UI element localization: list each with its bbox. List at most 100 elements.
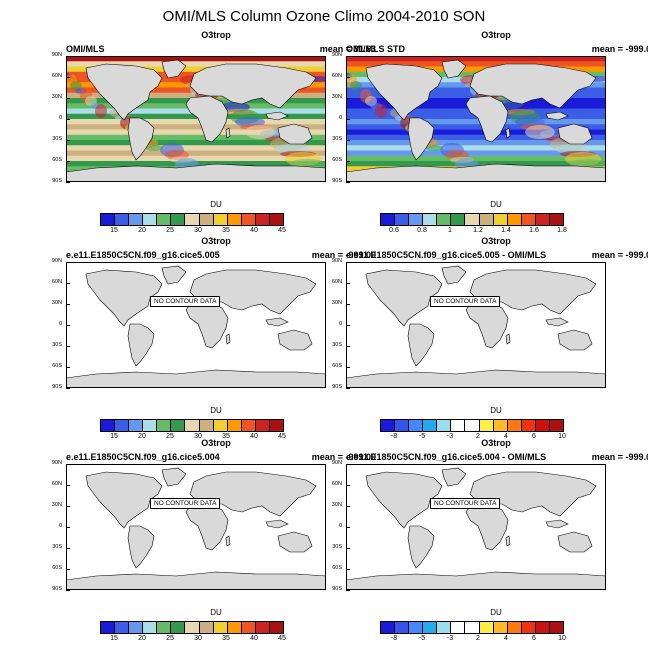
- colorbar-unit: DU: [210, 608, 222, 617]
- lat-tick-label: 30S: [332, 342, 342, 348]
- lat-tick: [346, 98, 350, 99]
- lat-tick: [66, 182, 70, 183]
- colorbar-swatch: [255, 622, 270, 633]
- colorbar-tick-label: 15: [110, 635, 118, 642]
- lat-tick-label: 30N: [51, 300, 62, 306]
- colorbar-swatch: [185, 420, 200, 431]
- lat-tick-label: 90N: [331, 460, 342, 466]
- colorbar-swatch: [507, 622, 522, 633]
- colorbar: [100, 213, 284, 226]
- colorbar-swatch: [423, 420, 438, 431]
- lat-tick: [346, 119, 350, 120]
- colorbar-tick-label: 45: [278, 635, 286, 642]
- colorbar-swatch: [143, 214, 158, 225]
- panel-mean-label: mean = -999.00: [591, 44, 648, 54]
- lat-tick: [66, 569, 70, 570]
- lat-tick-label: 30N: [51, 502, 62, 508]
- world-map: [66, 265, 326, 388]
- lat-tick-label: 60S: [332, 363, 342, 369]
- colorbar-swatch: [381, 622, 396, 633]
- lat-tick: [346, 388, 350, 389]
- lat-tick: [346, 527, 350, 528]
- lat-tick: [66, 464, 70, 465]
- colorbar-swatch: [521, 214, 536, 225]
- colorbar-tick-label: 1.8: [557, 227, 567, 234]
- lat-tick-label: 30N: [51, 94, 62, 100]
- colorbar-tick-label: 0.8: [417, 227, 427, 234]
- ozone-field-patch: [525, 125, 555, 139]
- lat-tick-label: 30S: [332, 136, 342, 142]
- colorbar-swatch: [157, 420, 172, 431]
- colorbar-swatch: [423, 622, 438, 633]
- lat-tick: [66, 304, 70, 305]
- map-plot: [346, 262, 606, 388]
- lat-tick-label: 60S: [52, 565, 62, 571]
- lat-tick-label: 90S: [332, 178, 342, 184]
- world-map: [66, 467, 326, 590]
- colorbar-swatch: [199, 622, 214, 633]
- colorbar-swatch: [227, 420, 242, 431]
- colorbar-swatch: [185, 214, 200, 225]
- lat-tick-label: 90S: [332, 384, 342, 390]
- lat-tick-label: 30S: [52, 544, 62, 550]
- lat-tick: [66, 506, 70, 507]
- colorbar-swatch: [479, 622, 494, 633]
- continents: [346, 265, 606, 388]
- lat-tick: [346, 56, 350, 57]
- map-panel-5: O3trop e.e11.E1850C5CN.f09_g16.cice5.004 m…: [52, 438, 376, 648]
- colorbar-swatch: [507, 214, 522, 225]
- colorbar-tick-label: 30: [194, 433, 202, 440]
- lat-tick-label: 90S: [52, 586, 62, 592]
- colorbar-swatch: [381, 420, 396, 431]
- lat-tick: [346, 485, 350, 486]
- ozone-field-band: [346, 129, 606, 136]
- lat-tick-label: 0: [338, 523, 342, 529]
- ozone-field-patch: [375, 104, 387, 118]
- world-map: [346, 56, 606, 182]
- continents: [66, 265, 326, 388]
- no-contour-data-label: NO CONTOUR DATA: [430, 296, 501, 307]
- colorbar-swatch: [171, 420, 186, 431]
- colorbar-swatch: [199, 214, 214, 225]
- lat-tick: [346, 590, 350, 591]
- lat-tick: [66, 548, 70, 549]
- colorbar-swatch: [409, 420, 424, 431]
- world-map: [346, 265, 606, 388]
- map-panel-4: O3trop e.e11.E1850C5CN.f09_g16.cice5.005 …: [332, 236, 648, 446]
- panel-title: O3trop: [481, 30, 511, 40]
- colorbar-tick-label: 45: [278, 227, 286, 234]
- colorbar-tick-label: -8: [390, 635, 398, 642]
- panel-mean-label: mean = -999.00: [311, 452, 376, 462]
- ozone-field-band: [346, 155, 606, 162]
- lat-tick-label: 60S: [332, 157, 342, 163]
- colorbar-tick-label: 35: [222, 227, 230, 234]
- colorbar-tick-label: 2: [476, 433, 480, 440]
- lat-tick: [346, 548, 350, 549]
- lat-tick-label: 60N: [51, 481, 62, 487]
- ozone-field-band: [66, 124, 326, 130]
- colorbar-tick-label: 6: [532, 433, 536, 440]
- lat-tick: [346, 161, 350, 162]
- colorbar-tick-label: 1.6: [529, 227, 539, 234]
- panel-case-label: e.e11.E1850C5CN.f09_g16.cice5.005: [66, 250, 220, 260]
- colorbar-unit: DU: [490, 406, 502, 415]
- ozone-field-band: [66, 145, 326, 151]
- colorbar-swatch: [549, 420, 564, 431]
- colorbar-swatch: [185, 622, 200, 633]
- colorbar-swatch: [255, 420, 270, 431]
- lat-tick-label: 30N: [331, 300, 342, 306]
- lat-tick: [66, 262, 70, 263]
- lat-tick: [66, 346, 70, 347]
- lat-tick-label: 30S: [332, 544, 342, 550]
- panel-title: O3trop: [481, 438, 511, 448]
- lat-tick: [66, 388, 70, 389]
- lat-tick: [346, 346, 350, 347]
- colorbar-swatch: [409, 214, 424, 225]
- map-plot: [66, 262, 326, 388]
- colorbar-swatch: [493, 622, 508, 633]
- colorbar-swatch: [101, 214, 116, 225]
- colorbar-swatch: [451, 622, 466, 633]
- lat-tick: [66, 325, 70, 326]
- colorbar-swatch: [269, 214, 284, 225]
- map-panel-6: O3trop e.e11.E1850C5CN.f09_g16.cice5.004 …: [332, 438, 648, 648]
